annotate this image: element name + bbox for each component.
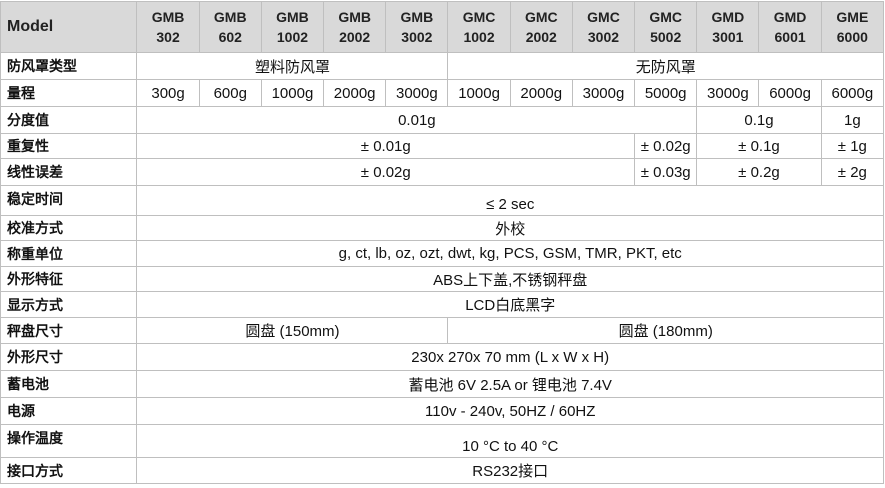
cell: 300g	[136, 79, 200, 107]
row: 分度值 0.01g 0.1g 1g	[0, 106, 885, 134]
cell: 0.1g	[696, 106, 822, 134]
cell: 1000g	[260, 79, 325, 107]
cell: 1g	[820, 106, 885, 134]
header-cell: GMB 3002	[385, 1, 449, 53]
row: 蓄电池 蓄电池 6V 2.5A or 锂电池 7.4V	[0, 370, 884, 398]
row-label: 电源	[0, 397, 138, 425]
cell: ABS上下盖,不锈钢秤盘	[136, 266, 884, 292]
header-cell: GMD 6001	[758, 1, 822, 53]
row: 接口方式 RS232接口	[0, 457, 884, 484]
cell: LCD白底黑字	[136, 291, 884, 318]
cell: g, ct, lb, oz, ozt, dwt, kg, PCS, GSM, T…	[136, 240, 884, 267]
row: 线性误差 ± 0.02g ± 0.03g ± 0.2g ± 2g	[0, 158, 885, 186]
cell: ± 1g	[820, 133, 885, 159]
row: 外形尺寸 230x 270x 70 mm (L x W x H)	[0, 343, 884, 371]
cell: 0.01g	[136, 106, 698, 134]
cell: 2000g	[323, 79, 387, 107]
cell: 圆盘 (150mm)	[136, 317, 449, 344]
cell: ± 2g	[820, 158, 885, 186]
cell: 蓄电池 6V 2.5A or 锂电池 7.4V	[136, 370, 884, 398]
cell: 6000g	[758, 79, 822, 107]
cell: 110v - 240v, 50HZ / 60HZ	[136, 397, 884, 425]
row-label: 秤盘尺寸	[0, 317, 138, 344]
cell: ± 0.02g	[136, 158, 636, 186]
cell: RS232接口	[136, 457, 884, 484]
cell: 1000g	[447, 79, 511, 107]
row-label: 蓄电池	[0, 370, 138, 398]
cell: ≤ 2 sec	[136, 185, 884, 216]
row: 电源 110v - 240v, 50HZ / 60HZ	[0, 397, 884, 425]
header-cell: GMD 3001	[696, 1, 760, 53]
row: 外形特征 ABS上下盖,不锈钢秤盘	[0, 266, 884, 292]
row-label: 量程	[0, 79, 138, 107]
cell: 圆盘 (180mm)	[447, 317, 884, 344]
cell: 5000g	[634, 79, 698, 107]
row-label: 接口方式	[0, 457, 138, 484]
header-cell: GMC 3002	[571, 1, 636, 53]
row-label: 校准方式	[0, 215, 138, 241]
cell: ± 0.02g	[634, 133, 698, 159]
row-label: 称重单位	[0, 240, 138, 267]
row: 稳定时间 ≤ 2 sec	[0, 185, 884, 216]
row-label: 防风罩类型	[0, 52, 138, 80]
row: 校准方式 外校	[0, 215, 884, 241]
header-cell: GMB 1002	[260, 1, 325, 53]
row-label: 重复性	[0, 133, 138, 159]
cell: ± 0.03g	[634, 158, 698, 186]
row-label: 分度值	[0, 106, 138, 134]
row: 显示方式 LCD白底黑字	[0, 291, 884, 318]
header-cell: GMC 5002	[634, 1, 698, 53]
header-cell: GMC 1002	[447, 1, 511, 53]
header-cell: GMB 2002	[323, 1, 387, 53]
row-label: 稳定时间	[0, 185, 138, 216]
row-label: 外形特征	[0, 266, 138, 292]
cell: ± 0.01g	[136, 133, 636, 159]
header-row: Model GMB 302 GMB 602 GMB 1002 GMB 2002 …	[0, 1, 885, 53]
row-label: 操作温度	[0, 424, 138, 458]
row: 重复性 ± 0.01g ± 0.02g ± 0.1g ± 1g	[0, 133, 885, 159]
row-label: 外形尺寸	[0, 343, 138, 371]
cell: 10 °C to 40 °C	[136, 424, 884, 458]
cell: 3000g	[696, 79, 760, 107]
cell: 600g	[198, 79, 262, 107]
header-cell: GME 6000	[820, 1, 885, 53]
cell: 3000g	[571, 79, 636, 107]
row-label: 线性误差	[0, 158, 138, 186]
cell: 无防风罩	[447, 52, 884, 80]
cell: 外校	[136, 215, 884, 241]
cell: 3000g	[385, 79, 449, 107]
cell: 230x 270x 70 mm (L x W x H)	[136, 343, 884, 371]
header-cell: GMC 2002	[509, 1, 573, 53]
cell: 塑料防风罩	[136, 52, 449, 80]
header-cell: GMB 602	[198, 1, 262, 53]
row: 秤盘尺寸 圆盘 (150mm) 圆盘 (180mm)	[0, 317, 884, 344]
cell: ± 0.2g	[696, 158, 822, 186]
row: 量程 300g 600g 1000g 2000g 3000g 1000g 200…	[0, 79, 885, 107]
header-cell: Model	[0, 1, 138, 53]
cell: ± 0.1g	[696, 133, 822, 159]
row: 操作温度 10 °C to 40 °C	[0, 424, 884, 458]
cell: 6000g	[820, 79, 885, 107]
row: 称重单位 g, ct, lb, oz, ozt, dwt, kg, PCS, G…	[0, 240, 884, 267]
header-cell: GMB 302	[136, 1, 200, 53]
cell: 2000g	[509, 79, 573, 107]
row-label: 显示方式	[0, 291, 138, 318]
row: 防风罩类型 塑料防风罩 无防风罩	[0, 52, 884, 80]
